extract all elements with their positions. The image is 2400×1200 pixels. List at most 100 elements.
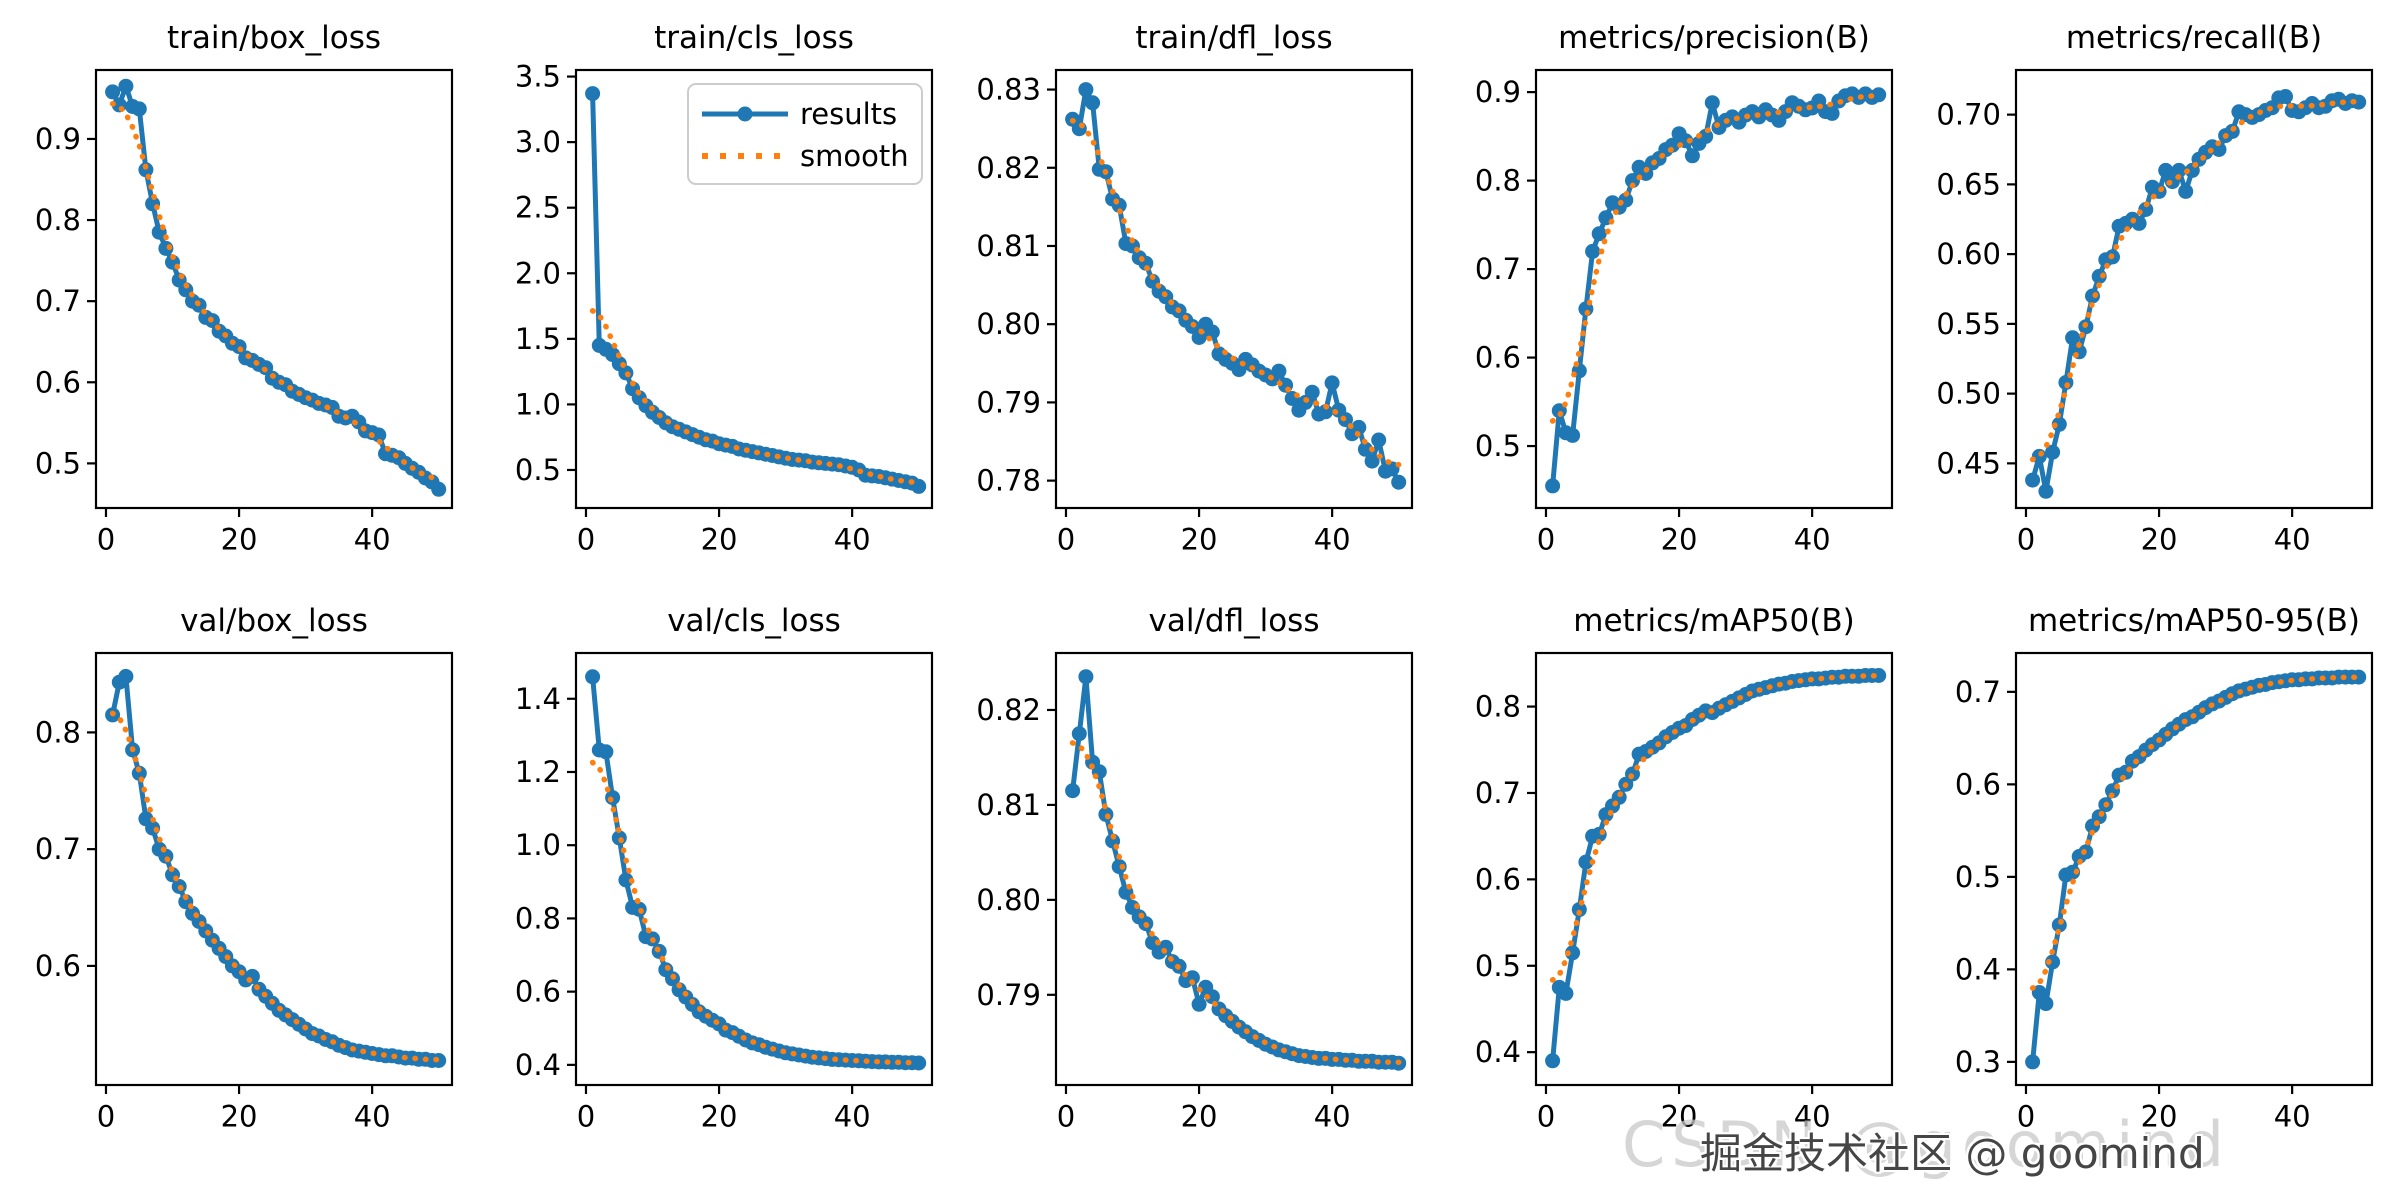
y-tick-label: 0.7 (35, 284, 81, 318)
results-marker (1271, 363, 1287, 379)
results-marker (2278, 89, 2293, 104)
axes-frame-train-cls-loss (574, 68, 934, 510)
y-tick-label: 0.6 (1475, 862, 1521, 896)
y-tick-label: 0.80 (976, 883, 1041, 917)
x-tick-label: 40 (1794, 1100, 1831, 1134)
y-tick-label: 0.82 (976, 151, 1041, 185)
subplot-metrics-precision-b: metrics/precision(B) 0 20 40 0.5 0.6 0.7 0.8 0.9 (1475, 20, 1894, 557)
y-tick-label: 1.5 (515, 322, 561, 356)
y-tick-label: 0.60 (1936, 237, 2001, 271)
y-tick-label: 0.8 (1475, 164, 1521, 198)
y-tick-label: 0.7 (1475, 252, 1521, 286)
x-tick-label: 40 (1794, 523, 1831, 557)
results-marker (105, 84, 121, 100)
y-tick-label: 1.4 (515, 682, 561, 716)
y-tick-label: 0.9 (35, 122, 81, 156)
series-results-line-val-cls-loss (590, 674, 922, 1066)
results-marker (1318, 404, 1333, 420)
results-marker (1585, 243, 1601, 259)
subplot-title-train-dfl-loss: train/dfl_loss (1135, 20, 1332, 56)
x-tick-label: 40 (2274, 523, 2311, 557)
series-smooth-line-train-cls-loss (589, 308, 922, 485)
y-tick-label: 0.4 (1475, 1035, 1521, 1069)
x-tick-label: 0 (2017, 1100, 2035, 1134)
results-marker (2038, 483, 2054, 499)
y-tick-label: 0.7 (1955, 675, 2001, 709)
subplot-title-metrics-precision-b: metrics/precision(B) (1558, 20, 1870, 56)
results-marker (1565, 427, 1581, 443)
x-tick-label: 0 (97, 523, 115, 557)
series-smooth-line-val-dfl-loss (1069, 740, 1402, 1065)
x-tick-label: 0 (1057, 523, 1075, 557)
x-tick-label: 20 (1661, 1100, 1698, 1134)
results-marker (598, 744, 614, 760)
y-tick-label: 0.4 (1955, 952, 2001, 986)
results-marker (911, 478, 927, 494)
y-tick-label: 0.5 (1475, 949, 1521, 983)
axes-frame-metrics-recall-b (2014, 68, 2374, 510)
y-tick-label: 0.6 (515, 975, 561, 1009)
subplot-title-val-dfl-loss: val/dfl_loss (1149, 603, 1320, 639)
legend: results smooth (687, 83, 923, 185)
subplot-train-cls-loss: train/cls_loss 0 20 40 0.5 1.0 1.5 2.0 2.5 3.0 3.5… (515, 20, 934, 557)
results-marker (2025, 1054, 2041, 1070)
subplot-title-metrics-recall-b: metrics/recall(B) (2066, 20, 2322, 56)
series-smooth-line-metrics-recall-b (2029, 98, 2362, 463)
x-tick-label: 20 (221, 523, 258, 557)
results-marker (1704, 95, 1720, 111)
y-tick-label: 0.65 (1936, 167, 2001, 201)
results-marker (1304, 384, 1320, 400)
results-marker (118, 78, 134, 94)
x-tick-label: 40 (354, 523, 391, 557)
results-marker (2171, 162, 2187, 178)
y-tick-label: 0.6 (35, 949, 81, 983)
x-tick-label: 0 (1537, 1100, 1555, 1134)
results-marker (2025, 472, 2041, 488)
results-marker (1184, 970, 1200, 986)
y-tick-label: 0.6 (1955, 767, 2001, 801)
series-results-markers-train-dfl-loss (1065, 82, 1407, 490)
y-tick-label: 0.5 (515, 453, 561, 487)
y-tick-label: 0.5 (35, 446, 81, 480)
y-tick-label: 0.9 (1475, 75, 1521, 109)
series-smooth-line-val-box-loss (109, 710, 442, 1063)
x-tick-label: 0 (577, 1100, 595, 1134)
y-tick-label: 0.70 (1936, 98, 2001, 132)
subplot-metrics-recall-b: metrics/recall(B) 0 20 40 0.45 0.50 0.55 0.60 0.… (1936, 20, 2374, 557)
results-marker (1871, 668, 1887, 683)
x-tick-label: 20 (2141, 523, 2178, 557)
axes-frame-val-cls-loss (574, 651, 934, 1087)
x-tick-label: 40 (2274, 1100, 2311, 1134)
subplot-metrics-map50-95-b: metrics/mAP50-95(B) 0 20 40 0.3 0.4 0.5 0.6 0.7 (1955, 603, 2374, 1134)
y-tick-label: 2.5 (515, 191, 561, 225)
results-marker (2065, 330, 2081, 346)
subplot-title-metrics-map50-b: metrics/mAP50(B) (1573, 603, 1854, 639)
results-marker (1071, 726, 1087, 742)
subplot-val-box-loss: val/box_loss 0 20 40 0.6 0.7 0.8 (35, 603, 454, 1134)
results-marker (1364, 453, 1380, 469)
x-tick-label: 0 (1057, 1100, 1075, 1134)
y-tick-label: 0.8 (35, 203, 81, 237)
results-marker (131, 101, 147, 117)
subplot-title-val-cls-loss: val/cls_loss (667, 603, 841, 639)
results-marker (431, 481, 447, 497)
y-tick-label: 0.8 (515, 901, 561, 935)
results-marker (618, 872, 634, 888)
results-marker (1545, 1053, 1561, 1069)
results-marker (911, 1055, 927, 1071)
y-tick-label: 3.0 (515, 125, 561, 159)
series-results-markers-metrics-map50-b (1545, 668, 1887, 1069)
x-tick-label: 20 (701, 523, 738, 557)
results-marker (1324, 375, 1340, 391)
results-marker (1545, 478, 1561, 494)
results-marker (1824, 105, 1840, 121)
results-marker (1191, 996, 1207, 1012)
y-tick-label: 0.79 (976, 385, 1041, 419)
results-marker (585, 86, 601, 102)
results-marker (1078, 669, 1094, 685)
x-tick-label: 0 (2017, 523, 2035, 557)
y-tick-label: 0.79 (976, 978, 1041, 1012)
y-tick-label: 0.5 (1475, 429, 1521, 463)
results-marker (1078, 82, 1094, 98)
